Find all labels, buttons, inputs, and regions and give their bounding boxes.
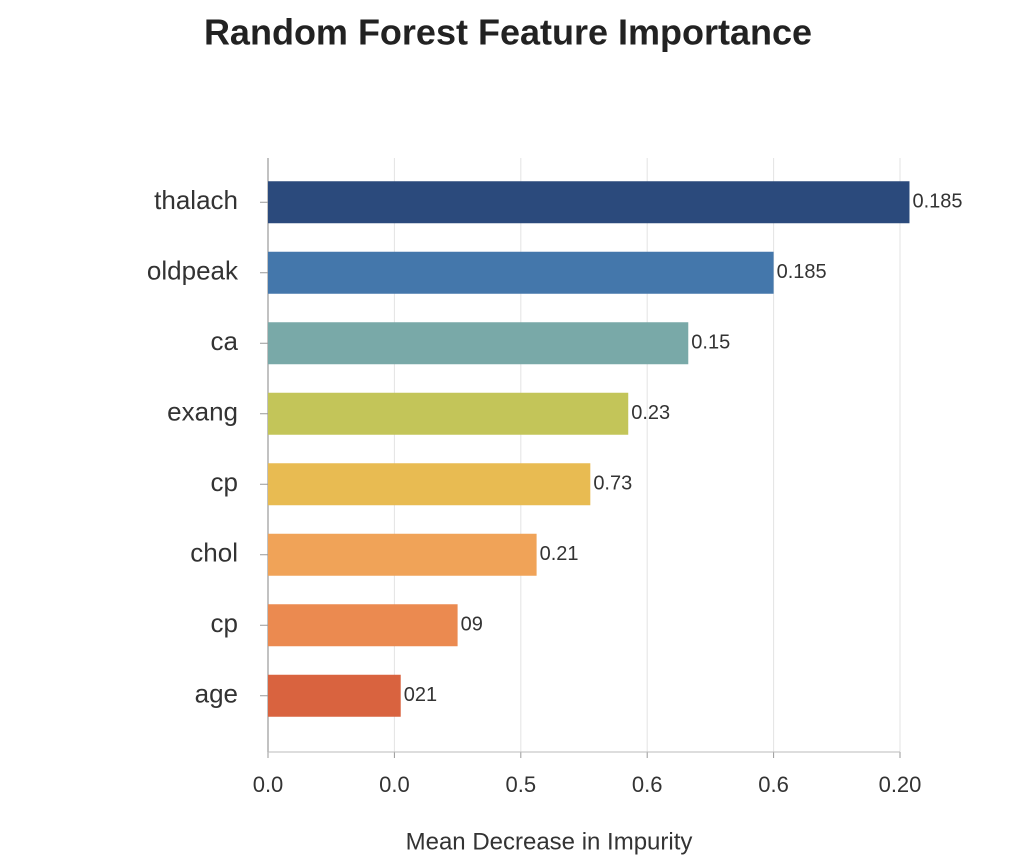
x-tick-label: 0.6 bbox=[632, 772, 663, 797]
bar bbox=[268, 251, 774, 294]
y-tick-label: thalach bbox=[154, 185, 238, 215]
bar bbox=[268, 604, 458, 647]
data-label: 0.23 bbox=[631, 402, 670, 424]
x-axis-label: Mean Decrease in Impurity bbox=[406, 828, 693, 855]
x-tick-label: 0.0 bbox=[379, 772, 410, 797]
y-tick-label: cp bbox=[211, 467, 238, 497]
x-tick-label: 0.6 bbox=[758, 772, 789, 797]
x-tick-label: 0.5 bbox=[506, 772, 537, 797]
y-tick-label: chol bbox=[190, 538, 238, 568]
bar bbox=[268, 533, 537, 576]
data-label: 09 bbox=[461, 614, 483, 636]
y-tick-label: exang bbox=[167, 397, 238, 427]
x-tick-label: 0.0 bbox=[253, 772, 284, 797]
y-tick-label: cp bbox=[211, 608, 238, 638]
y-tick-label: age bbox=[195, 679, 238, 709]
y-tick-label: oldpeak bbox=[147, 256, 239, 286]
bar bbox=[268, 392, 629, 435]
data-label: 0.15 bbox=[691, 332, 730, 354]
data-label: 0.185 bbox=[912, 191, 962, 213]
bar bbox=[268, 463, 591, 506]
bar bbox=[268, 674, 401, 717]
data-label: 021 bbox=[404, 684, 437, 706]
x-tick-label: 0.20 bbox=[879, 772, 922, 797]
bar bbox=[268, 322, 689, 365]
chart-title: Random Forest Feature Importance bbox=[204, 12, 812, 53]
y-tick-label: ca bbox=[211, 326, 239, 356]
data-label: 0.21 bbox=[540, 543, 579, 565]
bar bbox=[268, 181, 910, 224]
data-label: 0.185 bbox=[777, 261, 827, 283]
data-label: 0.73 bbox=[593, 473, 632, 495]
